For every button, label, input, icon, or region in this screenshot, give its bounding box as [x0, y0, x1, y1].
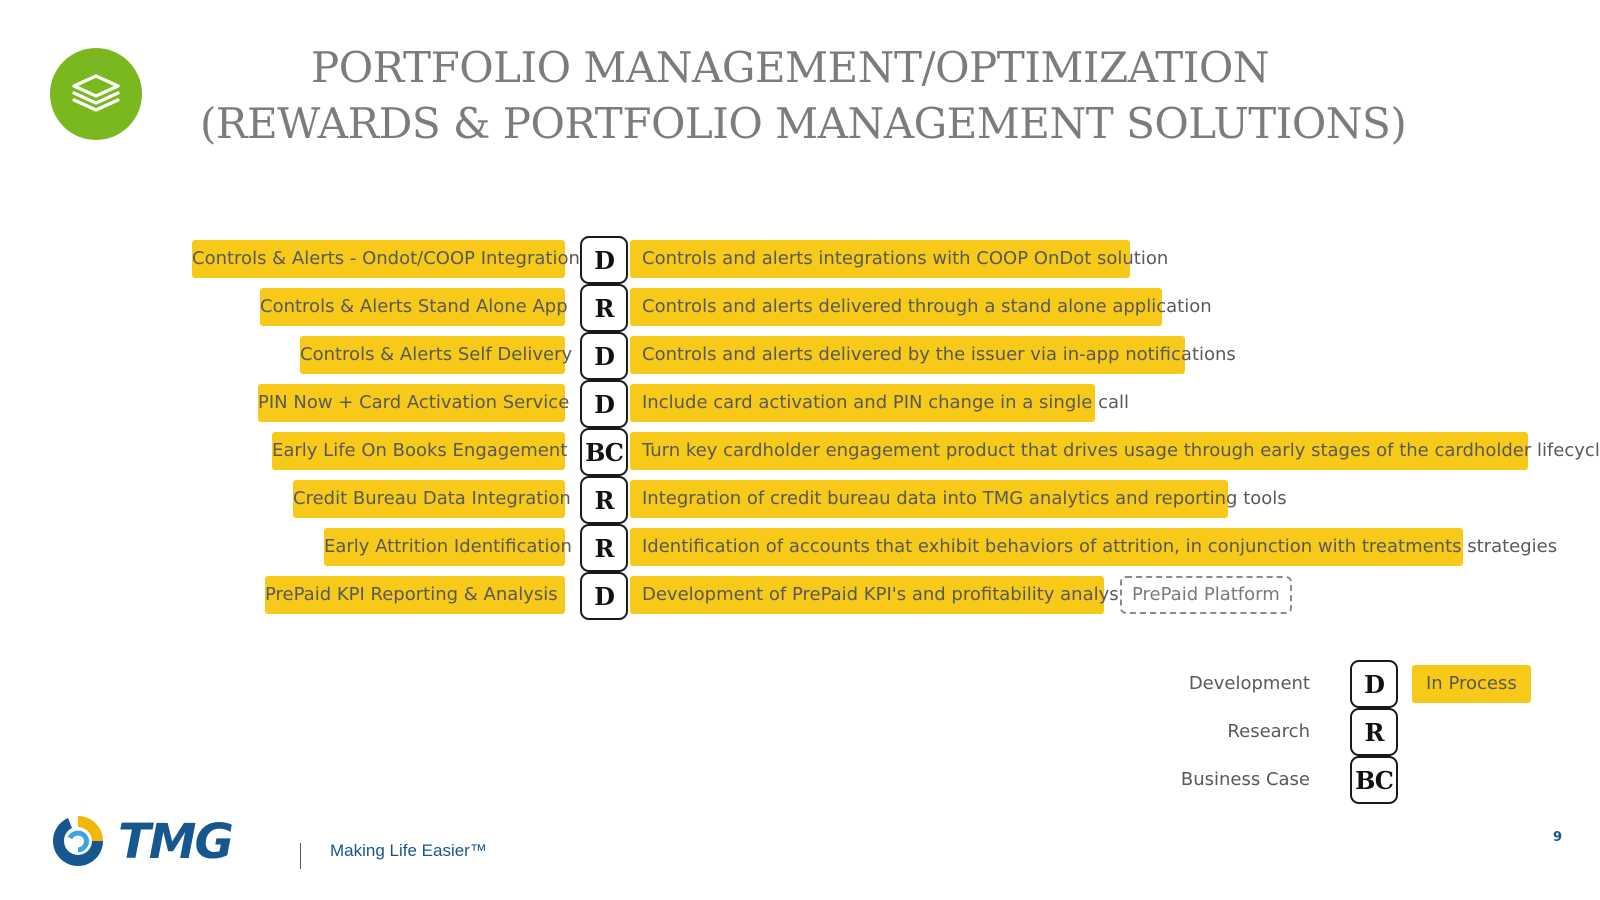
- row-description: Integration of credit bureau data into T…: [642, 488, 1287, 509]
- description-highlight: [630, 576, 1104, 614]
- description-highlight: [630, 528, 1463, 566]
- table-row: PrePaid KPI Reporting & Analysis D Devel…: [0, 572, 1600, 620]
- row-description: Controls and alerts integrations with CO…: [642, 248, 1169, 269]
- legend-item: Development D: [1150, 660, 1570, 708]
- tmg-wordmark: TMG: [118, 814, 234, 870]
- page-number: 9: [1553, 830, 1563, 845]
- table-row: Credit Bureau Data Integration R Integra…: [0, 476, 1600, 524]
- status-badge: D: [580, 332, 628, 380]
- row-name: Controls & Alerts Stand Alone App: [260, 288, 568, 326]
- description-highlight: [630, 384, 1095, 422]
- row-description: Controls and alerts delivered through a …: [642, 296, 1212, 317]
- table-row: Early Life On Books Engagement BC Turn k…: [0, 428, 1600, 476]
- legend-label: Development: [1188, 673, 1310, 694]
- row-name: Credit Bureau Data Integration: [293, 480, 571, 518]
- row-name: Early Attrition Identification: [324, 528, 572, 566]
- title-line-1: PORTFOLIO MANAGEMENT/OPTIMIZATION: [310, 43, 1270, 92]
- in-process-key: In Process: [1412, 665, 1531, 703]
- legend-badge: R: [1350, 708, 1398, 756]
- footer-divider: [300, 843, 301, 869]
- legend-item: Research R: [1150, 708, 1570, 756]
- legend-label: Research: [1227, 721, 1310, 742]
- legend-label: Business Case: [1180, 769, 1310, 790]
- row-name: Controls & Alerts Self Delivery: [300, 336, 572, 374]
- legend-badge: BC: [1350, 756, 1398, 804]
- logo-text: TMG: [118, 814, 234, 870]
- tmg-logo: [48, 812, 288, 870]
- table-row: PIN Now + Card Activation Service D Incl…: [0, 380, 1600, 428]
- description-highlight: [630, 480, 1228, 518]
- row-name: PIN Now + Card Activation Service: [258, 384, 569, 422]
- status-badge: R: [580, 284, 628, 332]
- table-row: Controls & Alerts Stand Alone App R Cont…: [0, 284, 1600, 332]
- table-row: Controls & Alerts - Ondot/COOP Integrati…: [0, 236, 1600, 284]
- legend-badge: D: [1350, 660, 1398, 708]
- description-highlight: [630, 432, 1528, 470]
- row-description: Development of PrePaid KPI's and profita…: [642, 584, 1134, 605]
- table-row: Controls & Alerts Self Delivery D Contro…: [0, 332, 1600, 380]
- legend-item: Business Case BC: [1150, 756, 1570, 804]
- tmg-swirl-icon: [52, 816, 103, 866]
- prepaid-platform-tag: PrePaid Platform: [1120, 576, 1292, 614]
- status-badge: BC: [580, 428, 628, 476]
- page-title: PORTFOLIO MANAGEMENT/OPTIMIZATION (REWAR…: [200, 40, 1407, 152]
- title-line-2: (REWARDS & PORTFOLIO MANAGEMENT SOLUTION…: [200, 99, 1407, 148]
- status-badge: D: [580, 380, 628, 428]
- row-description: Turn key cardholder engagement product t…: [642, 440, 1600, 461]
- description-highlight: [630, 288, 1162, 326]
- table-row: Early Attrition Identification R Identif…: [0, 524, 1600, 572]
- layers-icon: [50, 48, 142, 140]
- row-name: PrePaid KPI Reporting & Analysis: [265, 576, 565, 614]
- tagline: Making Life Easier™: [330, 841, 487, 860]
- row-description: Identification of accounts that exhibit …: [642, 536, 1558, 557]
- description-highlight: [630, 336, 1185, 374]
- row-description: Include card activation and PIN change i…: [642, 392, 1129, 413]
- row-name: Controls & Alerts - Ondot/COOP Integrati…: [192, 240, 580, 278]
- status-badge: R: [580, 524, 628, 572]
- status-badge: R: [580, 476, 628, 524]
- row-name: Early Life On Books Engagement: [272, 432, 567, 470]
- status-badge: D: [580, 236, 628, 284]
- row-description: Controls and alerts delivered by the iss…: [642, 344, 1236, 365]
- description-highlight: [630, 240, 1130, 278]
- status-badge: D: [580, 572, 628, 620]
